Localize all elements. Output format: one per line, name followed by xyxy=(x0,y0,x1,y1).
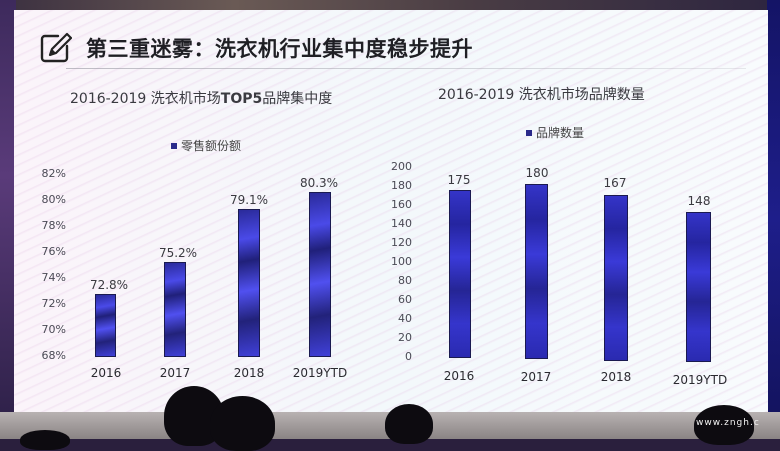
x-tick: 2016 xyxy=(443,369,475,383)
bar-2018 xyxy=(238,209,260,357)
bar-value-label: 75.2% xyxy=(158,246,198,260)
x-tick: 2019YTD xyxy=(292,366,348,380)
bar-2018 xyxy=(604,195,628,361)
bar-value-label: 79.1% xyxy=(229,193,269,207)
slide-header: 第三重迷雾：洗衣机行业集中度稳步提升 xyxy=(38,28,473,68)
bar-2019ytd xyxy=(686,212,711,362)
chart1-title-prefix: 2016-2019 洗衣机市场 xyxy=(70,91,221,107)
bar-value-label: 180 xyxy=(525,166,549,180)
chart1-title: 2016-2019 洗衣机市场TOP5品牌集中度 xyxy=(70,88,332,108)
audience-head xyxy=(20,430,70,450)
chart1-title-bold: TOP5 xyxy=(220,91,263,107)
y-tick: 68% xyxy=(41,349,66,362)
x-tick: 2019YTD xyxy=(672,373,728,387)
watermark: www.zngh.c xyxy=(696,418,760,428)
bar-value-label: 148 xyxy=(687,194,711,208)
y-tick: 120 xyxy=(391,236,412,249)
x-tick: 2018 xyxy=(233,366,265,380)
legend-swatch xyxy=(171,142,177,149)
y-tick: 74% xyxy=(41,271,66,284)
edit-icon xyxy=(40,32,72,63)
bar-2017 xyxy=(164,262,186,357)
bar-value-label: 175 xyxy=(447,173,471,187)
y-tick: 40 xyxy=(398,312,412,325)
y-tick: 0 xyxy=(405,350,412,363)
audience-head xyxy=(385,404,433,444)
chart2-legend: 品牌数量 xyxy=(526,124,584,141)
chart1-legend: 零售额份额 xyxy=(171,137,241,154)
audience-head xyxy=(694,405,754,445)
y-tick: 76% xyxy=(41,245,66,258)
header-divider xyxy=(66,68,746,69)
y-tick: 100 xyxy=(391,255,412,268)
background-left-edge xyxy=(0,0,16,439)
y-tick: 82% xyxy=(41,167,66,180)
bar-value-label: 80.3% xyxy=(299,176,339,190)
bar-2016 xyxy=(449,190,471,358)
y-tick: 80 xyxy=(398,274,412,287)
y-tick: 180 xyxy=(391,179,412,192)
x-tick: 2017 xyxy=(159,366,191,380)
y-tick: 200 xyxy=(391,160,412,173)
y-tick: 60 xyxy=(398,293,412,306)
slide-title: 第三重迷雾：洗衣机行业集中度稳步提升 xyxy=(86,37,473,61)
bar-2016 xyxy=(95,294,116,357)
y-tick: 160 xyxy=(391,198,412,211)
bar-2017 xyxy=(525,184,548,359)
slide-screen xyxy=(14,10,768,418)
y-tick: 80% xyxy=(41,193,66,206)
audience-head xyxy=(210,396,275,451)
bar-value-label: 167 xyxy=(603,176,627,190)
x-tick: 2018 xyxy=(600,370,632,384)
y-tick: 20 xyxy=(398,331,412,344)
y-tick: 72% xyxy=(41,297,66,310)
x-tick: 2016 xyxy=(90,366,122,380)
x-tick: 2017 xyxy=(520,370,552,384)
chart2-title: 2016-2019 洗衣机市场品牌数量 xyxy=(438,87,645,103)
screen-right-frame xyxy=(767,0,780,439)
legend-label: 品牌数量 xyxy=(536,126,585,140)
y-tick: 140 xyxy=(391,217,412,230)
legend-label: 零售额份额 xyxy=(181,139,242,153)
bar-value-label: 72.8% xyxy=(89,278,129,292)
y-tick: 78% xyxy=(41,219,66,232)
chart1-title-suffix: 品牌集中度 xyxy=(262,91,333,107)
legend-swatch xyxy=(526,129,532,136)
y-tick: 70% xyxy=(41,323,66,336)
bar-2019ytd xyxy=(309,192,331,357)
